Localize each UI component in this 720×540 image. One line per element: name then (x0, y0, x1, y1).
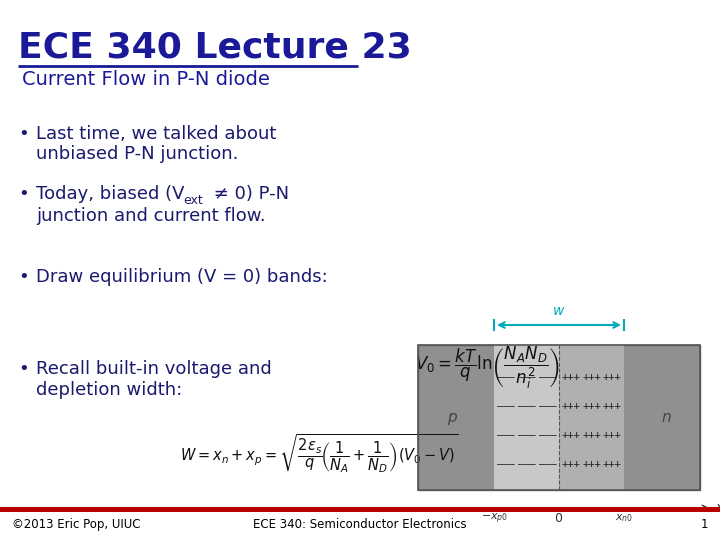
Text: p: p (447, 410, 456, 425)
Text: x: x (715, 501, 720, 515)
Text: –––: ––– (539, 401, 556, 411)
Text: –––: ––– (497, 430, 515, 440)
Text: –––: ––– (497, 372, 515, 382)
Text: $V_0 = \dfrac{kT}{q} \ln\!\left(\dfrac{N_A N_D}{n_i^2}\right)$: $V_0 = \dfrac{kT}{q} \ln\!\left(\dfrac{N… (415, 345, 560, 392)
Text: $0$: $0$ (554, 512, 564, 525)
Bar (0, 507, 720, 512)
Text: $x_{n0}$: $x_{n0}$ (615, 512, 633, 524)
Text: –––: ––– (497, 401, 515, 411)
Text: +++: +++ (582, 459, 600, 469)
Text: –––: ––– (518, 430, 536, 440)
Text: +++: +++ (603, 459, 621, 469)
Text: +++: +++ (582, 372, 600, 382)
Text: +++: +++ (562, 401, 580, 411)
Text: ≠ 0) P-N: ≠ 0) P-N (208, 185, 289, 203)
Text: +++: +++ (603, 401, 621, 411)
Text: ECE 340: Semiconductor Electronics: ECE 340: Semiconductor Electronics (253, 518, 467, 531)
Text: –––: ––– (539, 372, 556, 382)
Text: Draw equilibrium (V = 0) bands:: Draw equilibrium (V = 0) bands: (36, 268, 328, 286)
Text: –––: ––– (539, 430, 556, 440)
Text: •: • (18, 268, 29, 286)
Text: +++: +++ (562, 372, 580, 382)
Text: +++: +++ (562, 430, 580, 440)
Bar (418, 345, 700, 490)
Text: •: • (18, 360, 29, 378)
Text: +++: +++ (562, 459, 580, 469)
Text: 1: 1 (701, 518, 708, 531)
Text: ECE 340 Lecture 23: ECE 340 Lecture 23 (18, 30, 412, 64)
Text: +++: +++ (582, 401, 600, 411)
Text: Last time, we talked about: Last time, we talked about (36, 125, 276, 143)
Bar (418, 345, 700, 490)
Text: ©2013 Eric Pop, UIUC: ©2013 Eric Pop, UIUC (12, 518, 140, 531)
Text: –––: ––– (497, 459, 515, 469)
Text: $W = x_n + x_p = \sqrt{\dfrac{2\varepsilon_s}{q}\!\left(\dfrac{1}{N_A}+\dfrac{1}: $W = x_n + x_p = \sqrt{\dfrac{2\varepsil… (180, 432, 458, 475)
Text: $-x_{p0}$: $-x_{p0}$ (480, 512, 508, 526)
Bar (559, 345, 624, 490)
Bar (494, 345, 559, 490)
Text: +++: +++ (603, 430, 621, 440)
Text: junction and current flow.: junction and current flow. (36, 207, 266, 225)
Text: Today, biased (V: Today, biased (V (36, 185, 184, 203)
Text: Current Flow in P-N diode: Current Flow in P-N diode (22, 70, 270, 89)
Text: +++: +++ (582, 430, 600, 440)
Text: •: • (18, 185, 29, 203)
Text: Recall built-in voltage and: Recall built-in voltage and (36, 360, 271, 378)
Text: –––: ––– (518, 401, 536, 411)
Text: –––: ––– (518, 459, 536, 469)
Text: unbiased P-N junction.: unbiased P-N junction. (36, 145, 238, 163)
Text: w: w (553, 304, 564, 318)
Text: ext: ext (183, 194, 203, 207)
Text: –––: ––– (539, 459, 556, 469)
Text: +++: +++ (603, 372, 621, 382)
Text: –––: ––– (518, 372, 536, 382)
Text: depletion width:: depletion width: (36, 381, 182, 399)
Text: •: • (18, 125, 29, 143)
Text: n: n (662, 410, 671, 425)
